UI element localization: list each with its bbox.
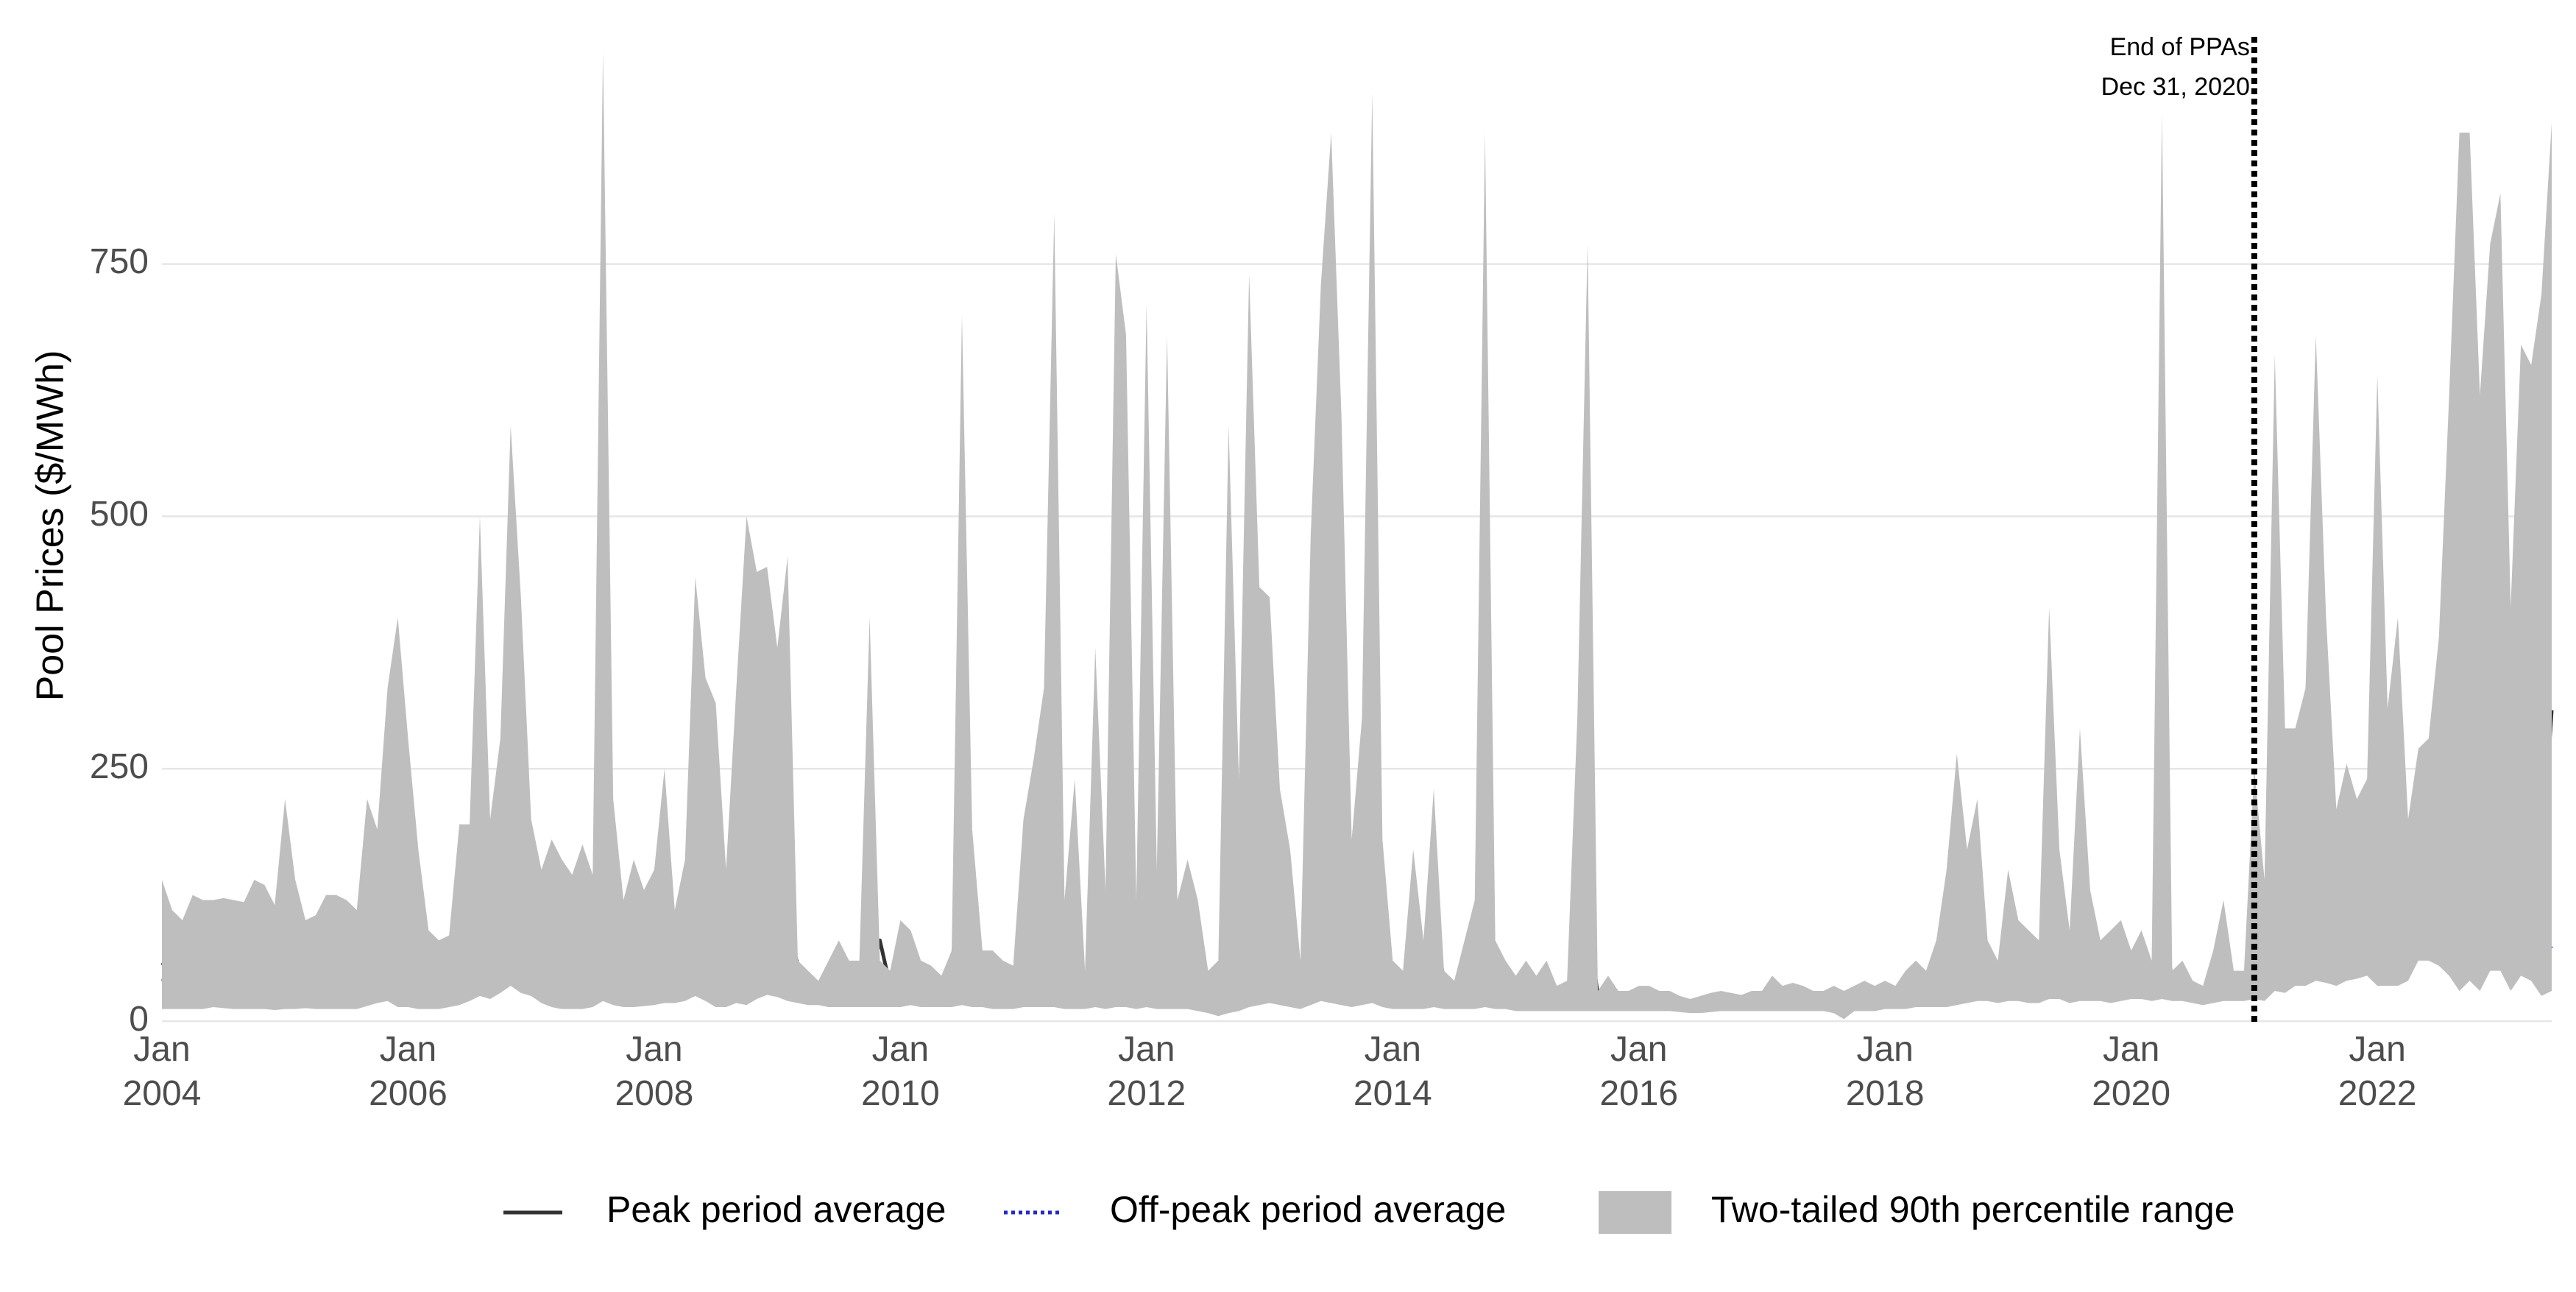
- y-axis-title: Pool Prices ($/MWh): [29, 350, 72, 702]
- y-tick-label: 750: [90, 242, 149, 281]
- y-tick-label: 250: [90, 747, 149, 786]
- x-tick-label: Jan 2012: [1107, 1030, 1186, 1113]
- x-tick-label: Jan 2020: [2092, 1030, 2170, 1113]
- annotation-text: Dec 31, 2020: [2101, 73, 2250, 101]
- x-tick-label: Jan 2016: [1599, 1030, 1678, 1113]
- x-tick-label: Jan 2014: [1354, 1030, 1432, 1113]
- x-tick-label: Jan 2010: [861, 1030, 940, 1113]
- y-tick-label: 500: [90, 495, 149, 534]
- x-tick-label: Jan 2008: [615, 1030, 694, 1113]
- x-tick-label: Jan 2004: [123, 1030, 202, 1113]
- legend-label: Off-peak period average: [1110, 1189, 1506, 1230]
- y-tick-label: 0: [129, 1000, 149, 1039]
- percentile-band: [162, 52, 2552, 1020]
- legend-label: Two-tailed 90th percentile range: [1711, 1189, 2235, 1230]
- x-tick-label: Jan 2018: [1846, 1030, 1925, 1113]
- x-tick-label: Jan 2006: [369, 1030, 447, 1113]
- annotation-text: End of PPAs: [2110, 33, 2250, 61]
- legend-label: Peak period average: [606, 1189, 946, 1230]
- x-tick-label: Jan 2022: [2338, 1030, 2417, 1113]
- legend-swatch: [1599, 1191, 1671, 1234]
